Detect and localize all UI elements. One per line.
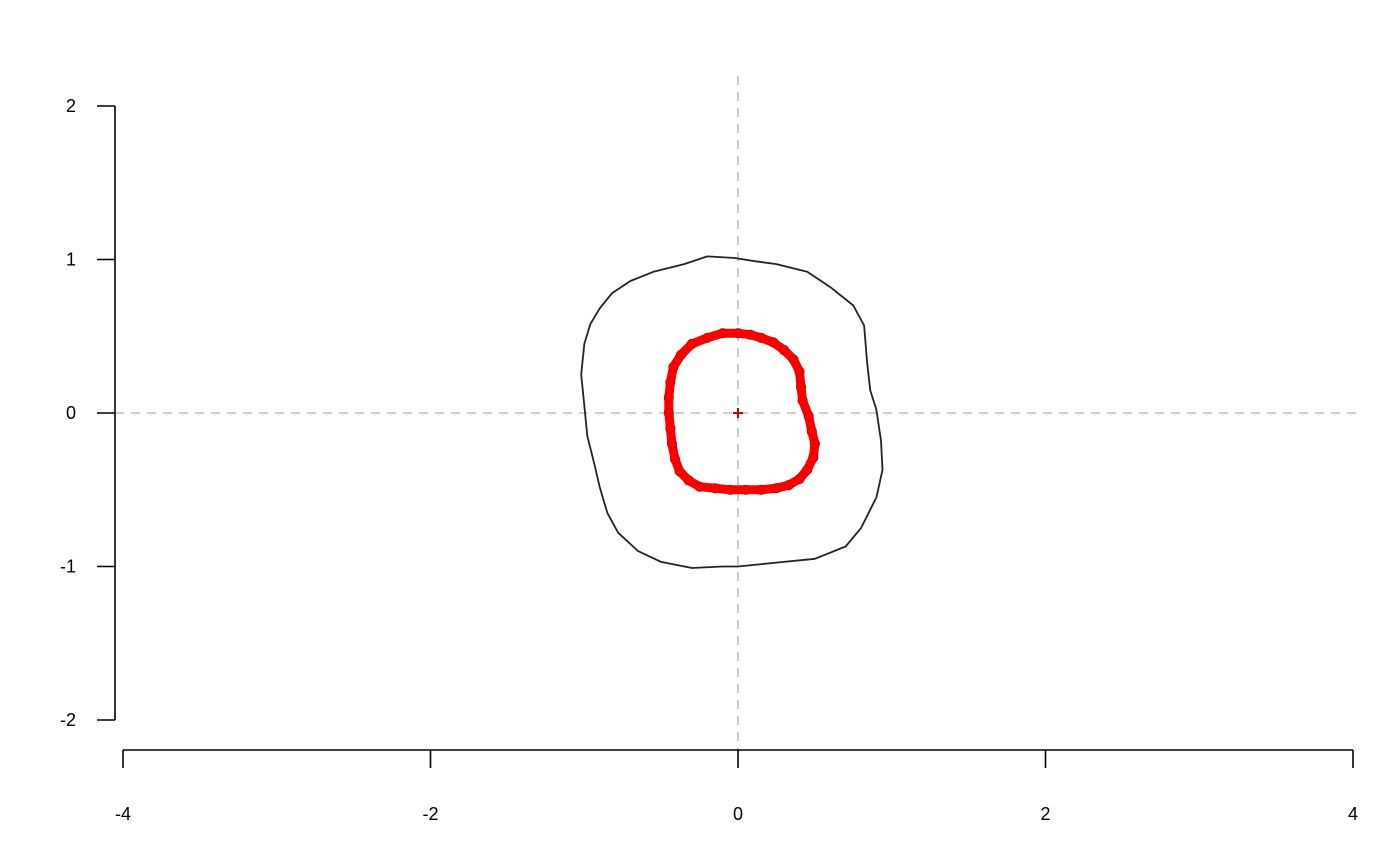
data-point	[663, 392, 674, 403]
inner-ring-stroke	[664, 328, 820, 495]
data-point	[669, 454, 681, 465]
y-tick-label: 0	[66, 403, 76, 423]
data-point	[732, 328, 744, 339]
data-point	[794, 473, 805, 485]
data-point	[745, 329, 756, 340]
y-tick-label: -2	[60, 710, 76, 730]
data-point	[803, 411, 814, 422]
x-tick-label: 2	[1040, 804, 1050, 824]
inner-ring-points	[663, 328, 821, 495]
data-point	[797, 395, 808, 406]
data-point	[809, 438, 821, 449]
data-point	[756, 332, 767, 343]
data-point	[666, 438, 678, 449]
data-series	[580, 255, 884, 569]
x-tick-label: -4	[115, 804, 131, 824]
data-point	[768, 337, 779, 348]
data-point	[783, 480, 794, 491]
data-point	[779, 345, 790, 356]
data-point	[725, 484, 736, 495]
data-point	[702, 332, 713, 343]
data-point	[665, 423, 676, 434]
data-point	[694, 481, 705, 492]
x-axis: -4 -2 0 2 4	[115, 749, 1358, 824]
data-point	[771, 483, 782, 494]
x-tick-label: 0	[733, 804, 743, 824]
y-tick-label: 2	[66, 96, 76, 116]
data-point	[686, 338, 698, 349]
data-point	[794, 366, 805, 377]
data-point	[674, 466, 685, 477]
data-point	[756, 484, 767, 495]
data-point	[802, 464, 813, 475]
data-point	[665, 377, 676, 388]
data-point	[717, 328, 728, 339]
data-point	[709, 483, 721, 494]
data-point	[808, 452, 819, 463]
data-point	[676, 349, 687, 360]
y-axis: -2 -1 0 1 2	[60, 96, 116, 730]
center-marker	[733, 408, 743, 418]
outer-contour-line	[580, 255, 884, 569]
data-point	[663, 407, 674, 419]
x-tick-label: -2	[422, 804, 438, 824]
y-tick-label: -1	[60, 557, 76, 577]
data-point	[683, 475, 694, 486]
data-point	[740, 484, 751, 495]
x-tick-label: 4	[1348, 804, 1358, 824]
data-point	[795, 381, 807, 392]
y-tick-label: 1	[66, 250, 76, 270]
data-point	[806, 426, 817, 437]
data-point	[668, 361, 679, 373]
data-point	[788, 354, 799, 365]
